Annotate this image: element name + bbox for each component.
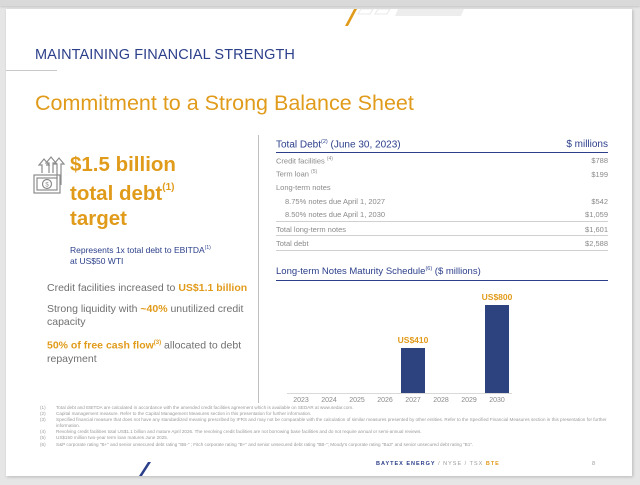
table-row-total-debt: Total debt $2,588 bbox=[276, 235, 608, 251]
bullet-free-cash-flow: 50% of free cash flow(3) allocated to de… bbox=[47, 339, 242, 365]
slide-title: Commitment to a Strong Balance Sheet bbox=[35, 91, 414, 115]
title-divider bbox=[6, 70, 57, 71]
page-number: 8 bbox=[592, 461, 596, 467]
table-row: 8.50% notes due April 1, 2030 $1,059 bbox=[285, 210, 608, 220]
footnote-item: (3) Specified financial measure that does… bbox=[40, 417, 607, 429]
footnote-item: (2) Capital management measure. Refer to … bbox=[40, 411, 312, 417]
x-axis-label: 2024 bbox=[321, 397, 337, 404]
ticker: BTE bbox=[485, 461, 500, 467]
stat-line-2: total debt(1) bbox=[70, 181, 175, 205]
bullet-liquidity: Strong liquidity with ~40% unutilized cr… bbox=[47, 302, 244, 329]
table-row-total-notes: Total long-term notes $1,601 bbox=[276, 220, 608, 236]
bar-2027 bbox=[401, 347, 425, 393]
table-row: Term loan (5) $199 bbox=[276, 169, 608, 179]
footnote-item: (5) US$150 million two-year term loan mat… bbox=[40, 435, 169, 441]
money-growth-icon: $ bbox=[33, 156, 66, 194]
stat-line-3: target bbox=[70, 206, 127, 230]
footnotes: (1) Total debt and EBITDA are calculated … bbox=[40, 405, 610, 448]
window-top-bar bbox=[0, 0, 640, 6]
svg-text:$: $ bbox=[45, 183, 49, 189]
presentation-slide: MAINTAINING FINANCIAL STRENGTH Commitmen… bbox=[6, 9, 632, 476]
x-axis-label: 2027 bbox=[405, 397, 421, 404]
debt-table-title: Total Debt(2) (June 30, 2023) bbox=[276, 139, 401, 151]
footnote-item: (4) Revolving credit facilities total US$… bbox=[40, 429, 422, 435]
footnote-item: (6) S&P corporate rating "B+" and senior … bbox=[40, 441, 474, 447]
stat-line-1: $1.5 billion bbox=[70, 153, 176, 176]
footer-slash-decoration bbox=[139, 462, 151, 476]
column-divider bbox=[258, 135, 259, 403]
x-axis-label: 2030 bbox=[489, 397, 505, 404]
bullet-credit-facilities: Credit facilities increased to US$1.1 bi… bbox=[47, 282, 248, 294]
x-axis-label: 2023 bbox=[293, 397, 309, 404]
maturity-bar-chart: 2023 2024 2025 2026 2027 US$410 2028 2029 2030 US… bbox=[287, 289, 512, 406]
footnote-item: (1) Total debt and EBITDA are calculated … bbox=[40, 405, 354, 410]
debt-table-unit: $ millions bbox=[566, 139, 608, 150]
chart-baseline bbox=[287, 393, 512, 394]
bar-2030 bbox=[485, 305, 509, 393]
x-axis-label: 2025 bbox=[349, 397, 365, 404]
company-name: BAYTEX ENERGY bbox=[376, 461, 436, 467]
bar-data-label: US$410 bbox=[397, 334, 429, 345]
chart-title: Long-term Notes Maturity Schedule(6) ($ … bbox=[276, 266, 608, 282]
x-axis-label: 2026 bbox=[377, 397, 393, 404]
debt-target-stat: $1.5 billion total debt(1) target bbox=[70, 152, 176, 231]
section-title: MAINTAINING FINANCIAL STRENGTH bbox=[35, 47, 295, 63]
header-decoration bbox=[345, 9, 464, 26]
bar-data-label: US$800 bbox=[481, 292, 513, 302]
key-points: Credit facilities increased to US$1.1 bi… bbox=[47, 282, 252, 373]
table-row: 8.75% notes due April 1, 2027 $542 bbox=[285, 196, 608, 206]
x-axis-label: 2029 bbox=[461, 397, 477, 404]
table-row: Credit facilities (4) $788 bbox=[276, 155, 608, 166]
debt-table-header: Total Debt(2) (June 30, 2023) $ millions bbox=[276, 139, 608, 154]
total-debt-table: Total Debt(2) (June 30, 2023) $ millions… bbox=[276, 139, 608, 251]
stat-subtext: Represents 1x total debt to EBITDA(1) at… bbox=[70, 244, 211, 266]
table-row: Long-term notes bbox=[276, 183, 331, 193]
x-axis-label: 2028 bbox=[433, 397, 449, 404]
footer-brand: BAYTEX ENERGY / NYSE / TSX BTE bbox=[376, 461, 500, 467]
